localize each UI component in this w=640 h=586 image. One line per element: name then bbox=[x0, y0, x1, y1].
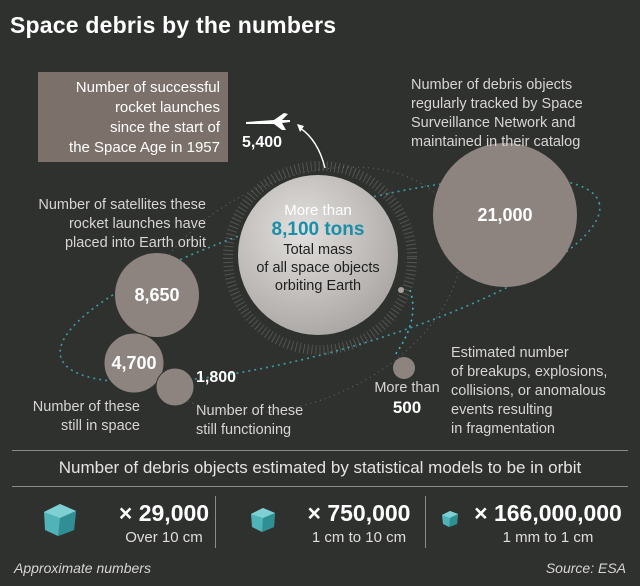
mass-circle bbox=[238, 175, 398, 335]
functioning-circle bbox=[155, 367, 195, 407]
column-divider-1 bbox=[215, 496, 216, 548]
column-divider-2 bbox=[425, 496, 426, 548]
small-debris-dot bbox=[398, 287, 404, 293]
in-space-circle bbox=[103, 332, 165, 394]
fragmentation-dot bbox=[393, 357, 415, 379]
debris-halo bbox=[223, 161, 417, 355]
footer-source: Source: ESA bbox=[545, 560, 626, 576]
fragmentation-label: Estimated number of breakups, explosions… bbox=[451, 345, 608, 437]
statistical-item-2: × 750,000 1 cm to 10 cm bbox=[240, 500, 440, 546]
satellites-circle bbox=[115, 253, 199, 337]
rocket-plane-icon bbox=[246, 113, 290, 130]
statistical-count-1: × 29,000 bbox=[118, 500, 210, 526]
launches-value: 5,400 bbox=[242, 134, 283, 151]
statistical-size-2: 1 cm to 10 cm bbox=[311, 529, 407, 546]
mass-description: Total mass of all space objects orbiting… bbox=[256, 242, 380, 294]
launch-arrow bbox=[299, 127, 326, 169]
launches-label: Number of successful rocket launches sin… bbox=[69, 79, 220, 156]
tracked-value: 21,000 bbox=[477, 205, 533, 225]
statistical-count-3: × 166,000,000 bbox=[474, 500, 622, 526]
divider-top bbox=[12, 450, 628, 451]
divider-middle bbox=[12, 486, 628, 487]
debris-cube-icon bbox=[251, 508, 275, 532]
fragmentation-prefix: More than bbox=[374, 380, 440, 396]
functioning-label: Number of these still functioning bbox=[196, 403, 304, 438]
mass-block: More than 8,100 tons Total mass of all s… bbox=[238, 202, 398, 295]
statistical-header: Number of debris objects estimated by st… bbox=[58, 458, 582, 477]
statistical-size-3: 1 mm to 1 cm bbox=[502, 529, 594, 546]
functioning-value: 1,800 bbox=[196, 369, 237, 386]
statistical-count-2: × 750,000 bbox=[307, 500, 411, 526]
statistical-size-1: Over 10 cm bbox=[125, 529, 203, 546]
in-space-label: Number of these still in space bbox=[32, 399, 140, 434]
debris-cube-icon bbox=[44, 504, 76, 536]
statistical-item-1: × 29,000 Over 10 cm bbox=[44, 500, 244, 546]
page-title: Space debris by the numbers bbox=[10, 12, 337, 38]
satellites-label: Number of satellites these rocket launch… bbox=[38, 197, 206, 251]
mass-value: 8,100 tons bbox=[271, 219, 365, 240]
tracked-circle bbox=[433, 143, 577, 287]
mass-prefix: More than bbox=[284, 202, 352, 219]
tracked-label: Number of debris objects regularly track… bbox=[411, 77, 583, 150]
launches-box: Number of successful rocket launches sin… bbox=[38, 72, 228, 162]
orbit-path-connector bbox=[394, 289, 414, 356]
fragmentation-value: 500 bbox=[392, 398, 422, 417]
debris-cube-icon bbox=[442, 511, 458, 527]
satellites-value: 8,650 bbox=[134, 285, 180, 305]
statistical-item-3: × 166,000,000 1 mm to 1 cm bbox=[434, 500, 634, 546]
in-space-value: 4,700 bbox=[111, 353, 157, 373]
footer-note: Approximate numbers bbox=[14, 560, 151, 576]
